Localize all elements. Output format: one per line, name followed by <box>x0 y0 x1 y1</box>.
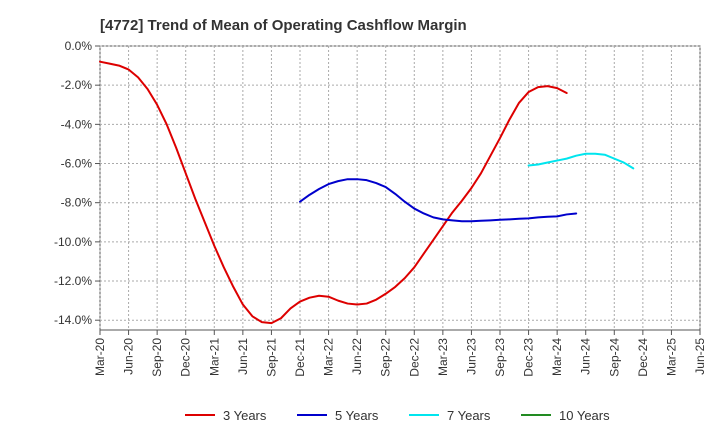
x-tick-label: Sep-20 <box>150 338 164 377</box>
x-tick-label: Mar-25 <box>664 338 678 376</box>
legend-label-3-years: 3 Years <box>223 408 267 423</box>
series-line-5-years <box>299 178 578 223</box>
y-tick-label: -4.0% <box>61 117 93 131</box>
y-tick-label: -10.0% <box>54 235 92 249</box>
x-tick-label: Mar-24 <box>550 338 564 376</box>
x-tick-label: Dec-23 <box>522 338 536 377</box>
series-line-3-years <box>99 60 568 325</box>
x-tick-label: Mar-22 <box>322 338 336 376</box>
y-tick-label: -14.0% <box>54 313 92 327</box>
y-tick-label: -8.0% <box>61 196 93 210</box>
x-tick-label: Jun-24 <box>579 338 593 375</box>
x-tick-label: Dec-24 <box>636 338 650 377</box>
x-tick-label: Jun-20 <box>122 338 136 375</box>
legend-label-10-years: 10 Years <box>559 408 610 423</box>
x-tick-label: Dec-21 <box>293 338 307 377</box>
chart-title: [4772] Trend of Mean of Operating Cashfl… <box>100 17 467 34</box>
x-tick-label: Jun-22 <box>350 338 364 375</box>
x-tick-label: Jun-25 <box>693 338 707 375</box>
x-tick-label: Mar-20 <box>93 338 107 376</box>
y-tick-label: -12.0% <box>54 274 92 288</box>
legend: 3 Years 5 Years 7 Years 10 Years <box>185 408 610 423</box>
y-tick-label: -2.0% <box>61 78 93 92</box>
y-tick-label: 0.0% <box>65 39 93 53</box>
legend-label-5-years: 5 Years <box>335 408 379 423</box>
axis-layer: 0.0% -2.0% -4.0% -6.0% -8.0% -10.0% -12.0% -14.… <box>54 39 707 377</box>
x-tick-label: Jun-21 <box>236 338 250 375</box>
x-tick-label: Mar-21 <box>207 338 221 376</box>
x-tick-label: Sep-23 <box>493 338 507 377</box>
plot-frame <box>99 45 701 331</box>
legend-label-7-years: 7 Years <box>447 408 491 423</box>
x-tick-label: Sep-24 <box>607 338 621 377</box>
series-layer <box>99 60 635 325</box>
series-line-7-years <box>527 152 635 170</box>
x-tick-label: Sep-22 <box>379 338 393 377</box>
grid-layer <box>99 45 701 331</box>
x-tick-label: Jun-23 <box>464 338 478 375</box>
x-tick-label: Sep-21 <box>264 338 278 377</box>
x-tick-label: Dec-22 <box>407 338 421 377</box>
y-tick-label: -6.0% <box>61 157 93 171</box>
x-tick-label: Mar-23 <box>436 338 450 376</box>
x-tick-label: Dec-20 <box>179 338 193 377</box>
